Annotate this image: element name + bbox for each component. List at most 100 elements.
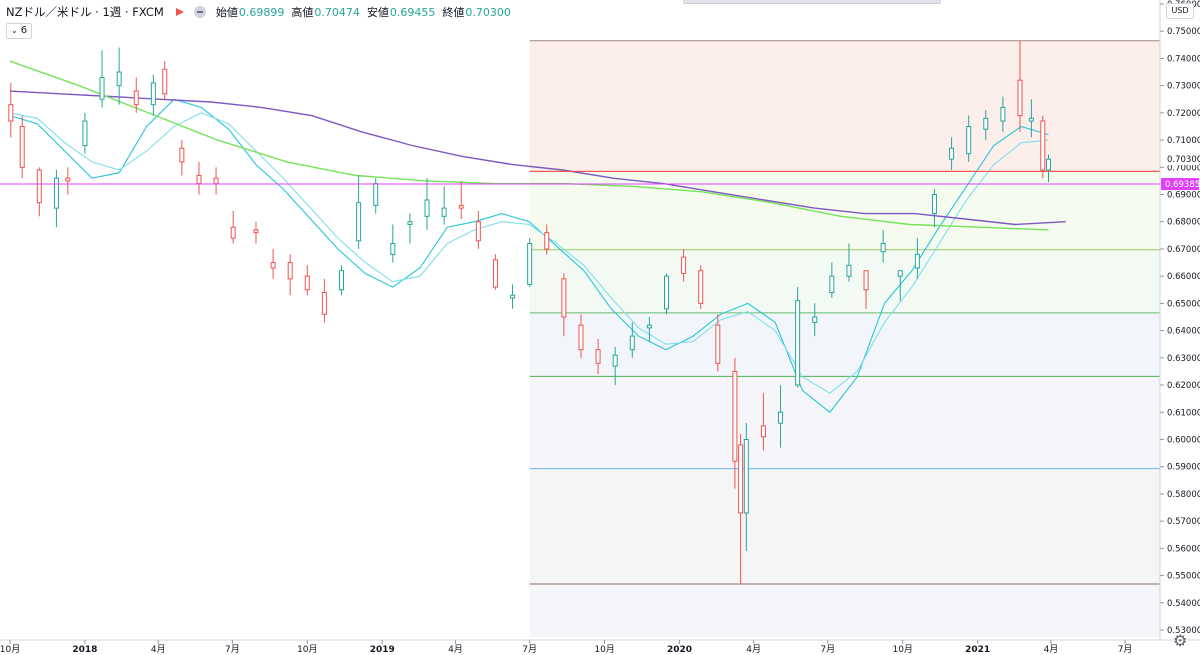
short_ma-line [9, 98, 1049, 414]
price-label-text: 0.70300 [1167, 155, 1200, 165]
open-label: 始値 [215, 6, 238, 19]
top-drawer-handle[interactable] [683, 0, 941, 4]
candle-up [390, 243, 396, 255]
fib-zone [529, 376, 1160, 469]
time-tick-label: 7月 [820, 644, 835, 655]
candle-up [743, 438, 749, 514]
price-label-badge[interactable] [1161, 178, 1199, 191]
candle-down [65, 177, 71, 182]
candle-up [629, 335, 635, 351]
candle-down [732, 370, 738, 462]
currency-label[interactable]: USD [1166, 3, 1194, 19]
fib-zone [529, 584, 1160, 637]
time-tick-label: 7月 [1118, 644, 1133, 655]
collapse-toggle-icon[interactable] [193, 6, 206, 18]
price-label-text: 0.69385 [1165, 180, 1200, 190]
candle-up [407, 221, 413, 225]
horizontal-lines [0, 170, 1160, 185]
price-tick-label: 0.59000 [1167, 463, 1200, 473]
price-tick-label: 0.75000 [1167, 27, 1200, 37]
symbol-title[interactable]: NZドル／米ドル · 1週 · FXCM [6, 5, 164, 19]
price-tick-label: 0.64000 [1167, 327, 1200, 337]
candle-up [663, 275, 669, 310]
candle-down [698, 270, 704, 304]
candle-up [510, 294, 516, 299]
candle-up [424, 199, 430, 217]
candle-down [738, 444, 744, 514]
candle-down [304, 275, 310, 291]
indicator-count: 6 [20, 25, 28, 36]
candle-down [1017, 79, 1023, 117]
close-label: 終値 [442, 6, 465, 19]
candle-down [760, 425, 766, 438]
candle-up [966, 125, 972, 155]
time-tick-label: 7月 [225, 644, 240, 655]
price-tick-label: 0.57000 [1167, 517, 1200, 527]
low-value: 0.69455 [389, 5, 436, 19]
symbol-legend: NZドル／米ドル · 1週 · FXCM 始値 0.69899 高値 0.70474… [6, 4, 518, 20]
candle-up [612, 354, 618, 367]
price-tick-label: 0.69000 [1167, 191, 1200, 201]
candle-down [213, 177, 219, 185]
candle-up [880, 243, 886, 253]
time-axis[interactable]: 10月 2018 4月 7月 10月 2019 4月 7月 10月 2020 4月 7月 10月 2021… [0, 639, 1200, 655]
candle-down [475, 221, 481, 242]
price-tick-label: 0.62000 [1167, 381, 1200, 391]
candle-down [492, 259, 498, 288]
candle-up [116, 71, 122, 87]
medium_ma-line [9, 112, 1049, 394]
candle-up [812, 316, 818, 323]
gear-icon[interactable]: ⚙ [1173, 631, 1188, 650]
candle-down [544, 232, 550, 250]
candle-down [196, 174, 202, 185]
candle-up [1046, 158, 1052, 171]
low-label: 安値 [366, 6, 389, 19]
candle-down [458, 204, 464, 209]
time-tick-label: 2020 [667, 645, 692, 655]
fib-zone [529, 40, 1160, 172]
time-tick-label: 4月 [746, 644, 761, 655]
time-tick-label: 4月 [1044, 644, 1059, 655]
open-value: 0.69899 [238, 5, 285, 19]
candle-up [53, 177, 59, 209]
fib-zone [529, 249, 1160, 313]
candle-down [863, 270, 869, 291]
price-axis[interactable]: 0.760000.750000.740000.730000.720000.710… [1159, 0, 1200, 640]
candle-up [1028, 117, 1034, 122]
price-tick-label: 0.61000 [1167, 408, 1200, 418]
time-tick-label: 2018 [72, 645, 97, 655]
candle-down [36, 169, 42, 204]
time-tick-label: 10月 [892, 644, 912, 655]
candle-up [931, 194, 937, 215]
price-tick-label: 0.70000 [1167, 163, 1200, 173]
candle-down [595, 349, 601, 364]
time-tick-label: 2019 [370, 645, 395, 655]
close-value: 0.70300 [465, 5, 511, 19]
candle-up [99, 76, 105, 100]
candle-up [778, 411, 784, 424]
price-label-badge[interactable] [1161, 153, 1199, 166]
candle-up [914, 253, 920, 269]
time-tick-label: 7月 [522, 644, 537, 655]
candle-up [339, 270, 345, 291]
candle-down [230, 226, 236, 239]
high-value: 0.70474 [314, 5, 360, 19]
candle-up [373, 183, 379, 206]
candle-down [162, 68, 168, 95]
candle-up [949, 147, 955, 160]
price-tick-label: 0.73000 [1167, 82, 1200, 92]
time-tick-label: 10月 [0, 644, 20, 655]
candle-down [715, 324, 721, 364]
candle-up [527, 243, 533, 285]
candle-up [983, 117, 989, 130]
flag-icon[interactable] [175, 8, 184, 16]
time-tick-label: 10月 [594, 644, 614, 655]
time-tick-label: 4月 [151, 644, 166, 655]
price-tick-label: 0.53000 [1167, 626, 1200, 636]
candle-up [441, 207, 447, 217]
indicators-toggle-button[interactable]: ⌄ 6 [6, 23, 33, 39]
candle-up [795, 300, 801, 386]
candle-down [321, 292, 327, 315]
fib-zone [529, 171, 1160, 250]
